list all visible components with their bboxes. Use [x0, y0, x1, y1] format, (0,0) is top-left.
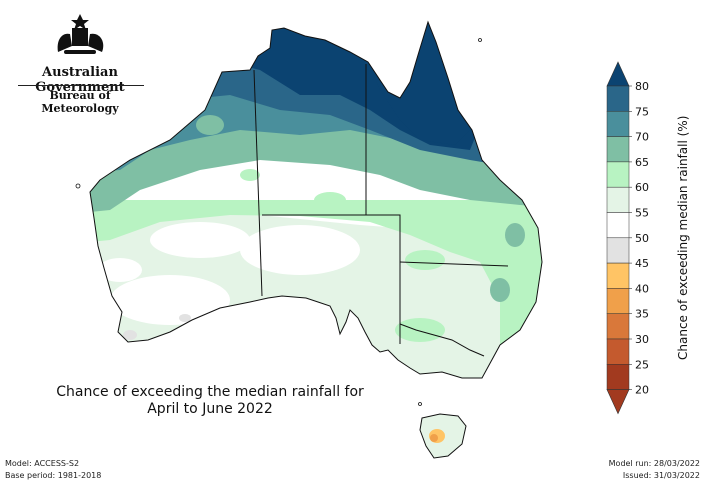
bureau-title: Bureau of Meteorology	[41, 89, 119, 115]
model-run-label: Model run: 28/03/2022	[608, 459, 700, 468]
caption-line-2: April to June 2022	[147, 401, 273, 417]
colorbar-band-30	[606, 313, 630, 340]
issued-label: Issued: 31/03/2022	[622, 471, 700, 480]
tasmania	[419, 413, 467, 459]
footer-right: Model run: 28/03/2022 Issued: 31/03/2022	[609, 458, 700, 482]
colorbar-band-40	[606, 262, 630, 289]
australia-map	[75, 20, 543, 459]
colorbar-tick-label: 30	[635, 333, 649, 346]
colorbar-band-70	[606, 111, 630, 137]
colorbar-tick-label: 65	[635, 156, 649, 169]
colorbar-tick-label: 55	[635, 207, 649, 220]
colorbar-band-35	[606, 288, 630, 314]
map-caption: Chance of exceeding the median rainfall …	[40, 384, 380, 418]
coat-of-arms-icon	[57, 14, 104, 54]
colorbar-title: Chance of exceeding median rainfall (%)	[676, 116, 690, 360]
colorbar-band-20	[606, 364, 630, 390]
colorbar-tick-label: 60	[635, 181, 649, 194]
colorbar-band-45	[606, 237, 630, 264]
government-title: Australian Government	[35, 65, 125, 95]
colorbar-band-75	[606, 85, 630, 112]
colorbar-band-50	[606, 212, 630, 239]
colorbar-tick-label: 50	[635, 232, 649, 245]
colorbar-tick-label: 80	[635, 80, 649, 93]
colorbar-tick-label: 45	[635, 257, 649, 270]
colorbar-tick-label: 75	[635, 105, 649, 118]
colorbar-tick-label: 40	[635, 282, 649, 295]
colorbar-bottom-extension	[606, 389, 630, 415]
logo-divider	[18, 85, 144, 86]
colorbar-band-25	[606, 338, 630, 365]
colorbar-band-65	[606, 136, 630, 163]
colorbar-top-extension	[606, 61, 630, 87]
model-label: Model: ACCESS-S2	[5, 459, 80, 468]
colorbar-tick-label: 20	[635, 384, 649, 397]
government-logo: Australian Government Bureau of Meteorol…	[10, 12, 145, 115]
colorbar-band-60	[606, 161, 630, 188]
colorbar-tick-label: 35	[635, 308, 649, 321]
caption-line-1: Chance of exceeding the median rainfall …	[56, 384, 364, 400]
colorbar-legend: 80 75 70 65 60 55 50 45 40 35 30 25 20 Chance of exce…	[606, 61, 690, 415]
footer-left: Model: ACCESS-S2 Base period: 1981-2018	[5, 458, 101, 482]
state-borders	[253, 64, 509, 357]
colorbar-tick-label: 70	[635, 131, 649, 144]
colorbar-tick-label: 25	[635, 358, 649, 371]
base-period-label: Base period: 1981-2018	[5, 471, 102, 480]
colorbar-band-55	[606, 186, 630, 213]
